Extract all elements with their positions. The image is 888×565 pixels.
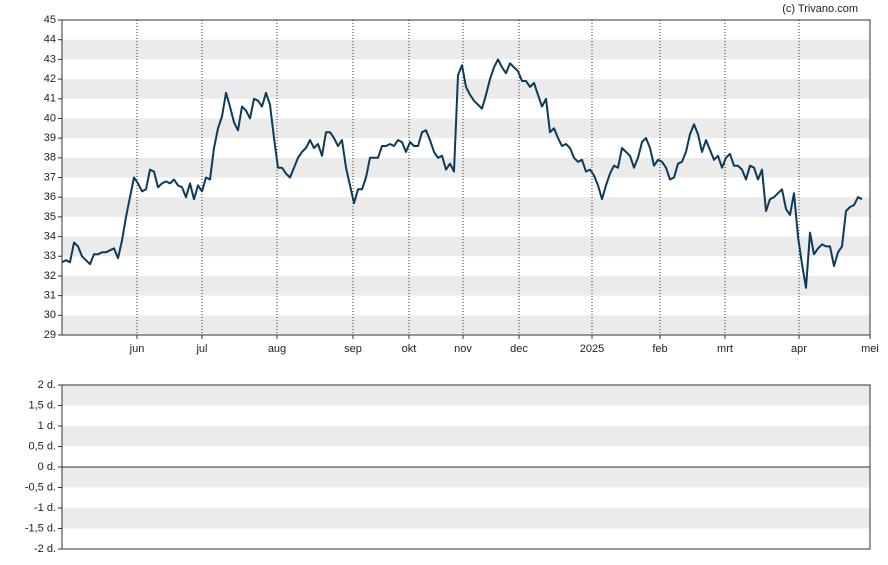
y-tick-label: 35	[44, 211, 56, 223]
y-tick-label: 36	[44, 191, 56, 203]
grid-band	[62, 197, 870, 217]
x-tick-label: mei	[861, 343, 879, 355]
y-tick-label: 44	[44, 34, 56, 46]
x-tick-label: nov	[454, 343, 472, 355]
y-tick-label: 31	[44, 290, 56, 302]
x-tick-label: sep	[344, 343, 362, 355]
grid-band	[62, 508, 870, 529]
y-tick-label: 0 d.	[38, 461, 56, 473]
y-tick-label: -1 d.	[34, 502, 56, 514]
x-tick-label: okt	[402, 343, 417, 355]
grid-band	[62, 275, 870, 296]
x-tick-label: feb	[652, 343, 667, 355]
y-tick-label: 33	[44, 250, 56, 262]
y-tick-label: -0,5 d.	[25, 481, 56, 493]
x-tick-label: mrt	[717, 343, 733, 355]
x-tick-label: jul	[195, 343, 207, 355]
grid-band	[62, 385, 870, 406]
plot-frame	[61, 19, 871, 336]
plot-frame	[61, 384, 871, 550]
x-tick-label: 2025	[580, 343, 604, 355]
y-tick-label: 29	[44, 329, 56, 341]
x-tick-label: aug	[268, 343, 286, 355]
x-tick-label: apr	[791, 343, 807, 355]
y-tick-label: 0,5 d.	[28, 440, 56, 452]
y-tick-label: 2 d.	[38, 379, 56, 391]
grid-band	[62, 467, 870, 488]
y-tick-label: 41	[44, 93, 56, 105]
y-tick-label: 40	[44, 112, 56, 124]
grid-band	[62, 426, 870, 447]
y-tick-label: 45	[44, 14, 56, 26]
y-tick-label: -2 d.	[34, 543, 56, 555]
price-line	[61, 58, 863, 289]
grid-band	[62, 39, 870, 60]
credit: (c) Trivano.com	[782, 3, 858, 15]
y-tick-label: 39	[44, 132, 56, 144]
grid-band	[62, 315, 870, 335]
y-tick-label: 42	[44, 73, 56, 85]
y-tick-label: -1,5 d.	[25, 522, 56, 534]
grid-band	[62, 118, 870, 139]
y-tick-label: 38	[44, 152, 56, 164]
y-tick-label: 43	[44, 53, 56, 65]
y-tick-label: 37	[44, 171, 56, 183]
x-tick-label: jun	[129, 343, 145, 355]
x-tick-label: dec	[510, 343, 528, 355]
grid-band	[62, 236, 870, 257]
y-tick-label: 34	[44, 230, 56, 242]
y-tick-label: 30	[44, 309, 56, 321]
y-tick-label: 1,5 d.	[28, 399, 56, 411]
y-tick-label: 32	[44, 270, 56, 282]
y-tick-label: 1 d.	[38, 420, 56, 432]
